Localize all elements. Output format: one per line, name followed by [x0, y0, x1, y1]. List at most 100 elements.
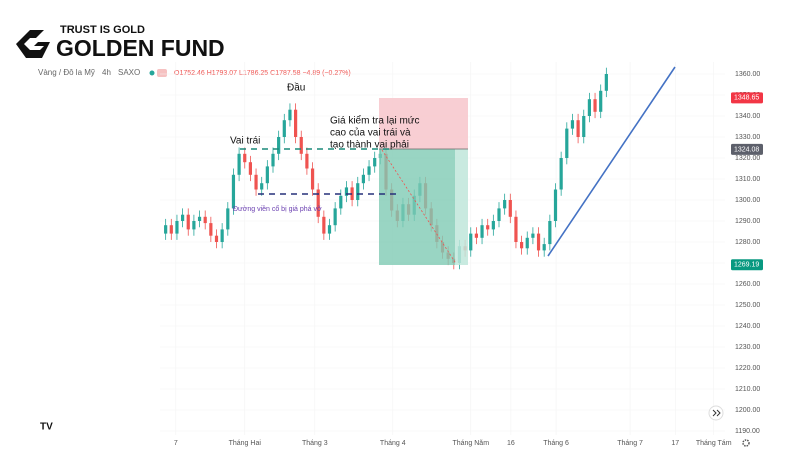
y-tick-label: 1240.00 — [735, 323, 760, 330]
candle-body — [570, 120, 575, 129]
y-tick-label: 1260.00 — [735, 281, 760, 288]
brand-tagline: TRUST IS GOLD — [60, 24, 145, 36]
retest-line: Giá kiểm tra lại mức — [330, 115, 420, 127]
candle-body — [197, 216, 202, 221]
candle-body — [480, 225, 484, 238]
candle-body — [226, 208, 230, 230]
candle-body — [356, 183, 360, 200]
candle-body — [282, 120, 286, 137]
price-badge — [731, 92, 763, 104]
candle-body — [604, 74, 608, 91]
y-tick-label: 1250.00 — [735, 302, 760, 309]
badge — [157, 69, 167, 77]
y-tick-label: 1190.00 — [735, 428, 760, 435]
candle-body — [254, 174, 258, 190]
retest-line: tạo thành vai phải — [330, 140, 409, 151]
candle-body — [186, 214, 190, 230]
candle-body — [277, 137, 281, 154]
x-tick-label: 7 — [174, 440, 178, 447]
candle-body — [322, 216, 326, 234]
candle-body — [497, 208, 501, 221]
candle-body — [520, 242, 524, 249]
y-tick-label: 1290.00 — [735, 218, 760, 225]
candle-body — [525, 237, 529, 249]
x-tick-label: 16 — [507, 440, 515, 447]
candle-body — [310, 168, 315, 190]
candle-body — [294, 109, 298, 137]
price-badge — [731, 143, 763, 155]
candle-body — [220, 229, 224, 242]
neckline-label: Đường viền cổ bị giá phá vỡ — [233, 204, 322, 213]
y-tick-label: 1200.00 — [735, 407, 760, 414]
x-tick-label: Tháng Hai — [229, 440, 262, 447]
x-tick-label: Tháng 6 — [543, 440, 569, 447]
y-tick-label: 1320.00 — [735, 155, 760, 162]
candle-body — [214, 235, 219, 242]
candle-body — [316, 189, 320, 217]
x-tick-label: Tháng Năm — [452, 440, 489, 447]
candle-body — [469, 233, 473, 251]
price-badge-label: 1324.08 — [734, 146, 759, 153]
candle-body — [542, 244, 546, 251]
candle-body — [531, 233, 535, 238]
y-tick-label: 1220.00 — [735, 365, 760, 372]
candle-body — [333, 208, 337, 226]
candle-body — [576, 120, 580, 137]
scroll-icon — [712, 409, 721, 417]
candle-body — [474, 233, 478, 238]
plot — [160, 62, 725, 435]
candle-body — [344, 187, 349, 196]
x-tick-label: Tháng 3 — [302, 440, 328, 447]
stop-zone — [379, 98, 468, 149]
price-badge-label: 1348.65 — [734, 95, 759, 102]
y-tick-label: 1330.00 — [735, 134, 760, 141]
retest-line: cao của vai trái và — [330, 127, 411, 139]
x-tick-label: Tháng 4 — [380, 440, 406, 447]
ohlc-readout: O1752.46 H1793.07 L1786.25 C1787.58 −4.8… — [174, 70, 351, 77]
candle-body — [231, 174, 236, 209]
price-badge-label: 1269.19 — [734, 262, 759, 269]
y-tick-label: 1230.00 — [735, 344, 760, 351]
x-tick-label: 17 — [671, 440, 679, 447]
candle-body — [599, 90, 603, 112]
candle-body — [503, 200, 507, 209]
candle-body — [164, 225, 168, 234]
candle-body — [181, 214, 185, 221]
candle-body — [299, 137, 303, 154]
status-dot — [149, 70, 155, 76]
candle-body — [582, 116, 586, 137]
candle-body — [271, 153, 275, 167]
x-tick-label: Tháng 7 — [617, 440, 643, 447]
candle-body — [536, 233, 541, 251]
candle-body — [593, 99, 597, 112]
candle-body — [559, 158, 563, 190]
candle-body — [243, 153, 247, 163]
candle-body — [209, 223, 213, 236]
y-tick-label: 1360.00 — [735, 71, 760, 78]
candle-body — [339, 195, 343, 209]
y-tick-label: 1300.00 — [735, 197, 760, 204]
candle-body — [203, 216, 207, 224]
candle-body — [565, 128, 569, 158]
source: SAXO — [118, 68, 140, 77]
candle-body — [486, 225, 490, 230]
head-label: Đầu — [287, 82, 305, 94]
settings-button[interactable] — [742, 439, 750, 447]
y-tick-label: 1340.00 — [735, 113, 760, 120]
y-tick-label: 1310.00 — [735, 176, 760, 183]
candle-body — [548, 221, 552, 245]
y-tick-label: 1210.00 — [735, 386, 760, 393]
brand-name: GOLDEN FUND — [56, 35, 225, 61]
candle-body — [248, 162, 252, 175]
candle-body — [288, 109, 292, 121]
candle-body — [327, 225, 332, 234]
candle-body — [265, 166, 269, 184]
candle-body — [491, 221, 495, 230]
interval: 4h — [102, 68, 111, 77]
left-shoulder-label: Vai trái — [230, 136, 260, 147]
candle-body — [175, 221, 179, 234]
candle-body — [373, 158, 377, 167]
candle-body — [192, 221, 196, 230]
